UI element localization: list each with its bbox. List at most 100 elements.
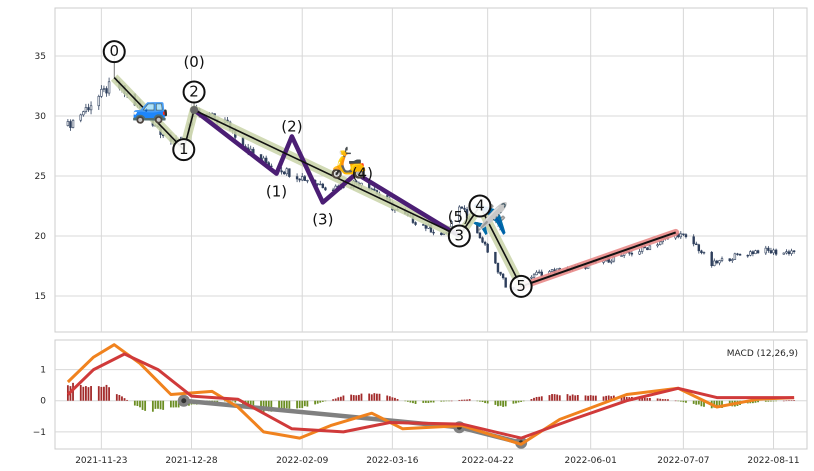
- candle: [422, 223, 425, 226]
- candle: [486, 242, 489, 253]
- macd-histogram-bar: [646, 398, 649, 401]
- macd-histogram-bar: [394, 397, 396, 401]
- macd-histogram-bar: [767, 400, 770, 402]
- macd-histogram-bar: [386, 395, 389, 401]
- candle-body: [746, 254, 749, 257]
- candle: [530, 275, 533, 280]
- macd-histogram-bar: [139, 400, 141, 408]
- candle-body: [321, 183, 325, 189]
- candle-body: [718, 260, 721, 264]
- macd-histogram-bar: [144, 400, 147, 411]
- candle: [702, 251, 706, 255]
- candle-body: [432, 231, 435, 234]
- macd-histogram-bar: [535, 396, 538, 401]
- secondary-wave-line: [192, 108, 461, 238]
- macd-histogram-bar: [234, 400, 237, 403]
- macd-histogram-bar: [721, 400, 723, 408]
- secondary-wave-label: (2): [281, 117, 302, 135]
- macd-histogram-bar: [169, 400, 172, 408]
- macd-histogram-bar: [370, 394, 373, 401]
- macd-histogram-bar: [788, 400, 790, 401]
- candle: [285, 167, 288, 176]
- macd-histogram-bar: [497, 400, 499, 407]
- x-tick-label: 2022-04-22: [462, 456, 514, 466]
- macd-histogram-bar: [103, 386, 105, 401]
- candle: [782, 252, 786, 255]
- macd-histogram-bar: [659, 398, 662, 401]
- macd-histogram-bar: [772, 400, 775, 402]
- macd-histogram-bar: [450, 400, 453, 402]
- trend-line: [520, 231, 677, 288]
- macd-histogram-bar: [481, 400, 484, 402]
- candle-body: [264, 157, 268, 163]
- macd-histogram-bar: [90, 386, 92, 401]
- candle: [66, 119, 70, 127]
- candle-body: [478, 232, 482, 239]
- candle-body: [105, 88, 108, 94]
- price-y-tick-label: 35: [35, 52, 46, 62]
- macd-histogram-bar: [692, 400, 695, 404]
- candle: [697, 243, 701, 254]
- macd-histogram-bar: [337, 397, 340, 401]
- candle-body: [306, 179, 309, 182]
- candle-body: [754, 250, 757, 255]
- primary-wave-label: 3: [447, 224, 471, 248]
- candle: [684, 233, 688, 239]
- macd-histogram-bar: [610, 396, 613, 401]
- wave-label-circle: [509, 274, 533, 298]
- macd-histogram-bar: [105, 384, 108, 401]
- candle: [774, 248, 778, 256]
- macd-histogram-bar: [298, 400, 301, 409]
- macd-histogram-bar: [79, 384, 82, 401]
- price-plot-area: [54, 7, 808, 333]
- macd-histogram-bar: [607, 395, 610, 401]
- macd-histogram-bar: [172, 400, 175, 408]
- macd-histogram-bar: [594, 395, 597, 401]
- price-markers: 🚙🛵✈️: [132, 90, 509, 237]
- candle: [71, 119, 75, 129]
- candle: [728, 258, 731, 262]
- macd-histogram-bar: [463, 399, 466, 401]
- candle-body: [656, 244, 659, 247]
- macd-y-tick-label: 1: [40, 366, 46, 376]
- primary-wave-label: 4: [468, 194, 492, 218]
- candle-body: [69, 121, 72, 128]
- candle: [630, 250, 634, 257]
- macd-y-tick-label: 0: [40, 397, 46, 407]
- candle: [659, 240, 662, 246]
- candle: [87, 103, 90, 112]
- macd-histogram-bar: [319, 400, 322, 403]
- x-tick-label: 2022-07-07: [657, 456, 709, 466]
- candle-body: [659, 241, 662, 245]
- candle-body: [648, 245, 652, 251]
- candle: [288, 168, 291, 178]
- wave-label-text: 0: [109, 42, 119, 60]
- candle: [324, 186, 327, 191]
- macd-histogram-bar: [682, 400, 685, 403]
- wave-label-circle: [182, 80, 206, 104]
- macd-histogram-bar: [718, 400, 721, 408]
- macd-histogram-bar: [775, 400, 777, 402]
- candle-body: [720, 258, 724, 261]
- candle: [306, 179, 309, 184]
- macd-histogram-bar: [136, 400, 139, 407]
- primary-wave-label: 0: [102, 40, 126, 64]
- candle: [316, 183, 319, 187]
- macd-histogram-bar: [118, 394, 121, 401]
- macd-histogram-bar: [278, 400, 280, 409]
- secondary-wave-label: (1): [266, 183, 287, 201]
- macd-histogram-bar: [664, 399, 667, 401]
- candle: [496, 262, 500, 274]
- candle: [610, 259, 613, 265]
- candle: [481, 236, 484, 244]
- candle-body: [324, 187, 327, 191]
- macd-histogram-bar: [584, 395, 587, 401]
- macd-histogram-bar: [409, 400, 412, 403]
- macd-histogram-bar: [499, 400, 502, 406]
- macd-histogram-bar: [280, 400, 283, 411]
- macd-histogram-bar: [677, 400, 680, 402]
- wave-label-text: 5: [516, 277, 526, 295]
- x-tick-label: 2022-06-01: [565, 456, 617, 466]
- x-tick-label: 2022-02-09: [276, 456, 329, 466]
- candle-body: [79, 114, 82, 121]
